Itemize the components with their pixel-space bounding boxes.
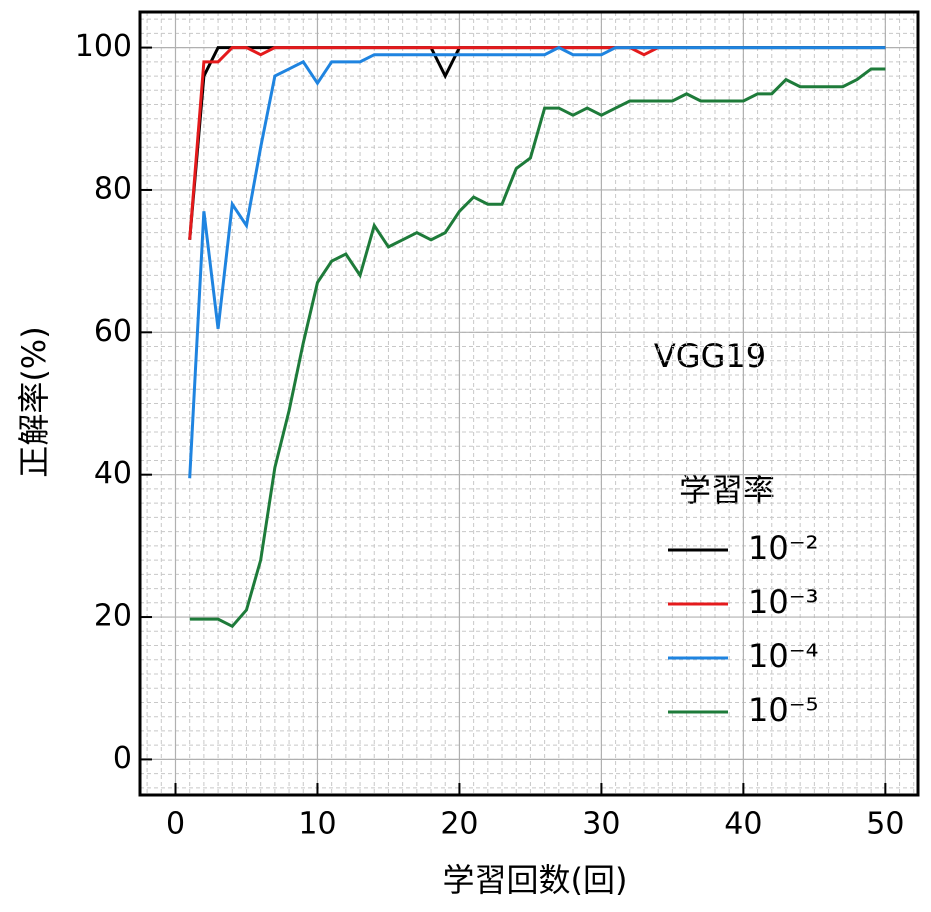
x-tick-label: 10 <box>298 807 336 842</box>
x-tick-label: 0 <box>166 807 185 842</box>
plot-frame <box>138 10 920 797</box>
legend-label: 10⁻³ <box>748 583 818 621</box>
y-tick-label: 80 <box>94 171 132 206</box>
series-line <box>188 45 886 479</box>
x-tick-label: 30 <box>582 807 620 842</box>
x-tick-label: 20 <box>440 807 478 842</box>
x-tick-label: 40 <box>724 807 762 842</box>
y-tick-label: 100 <box>75 29 132 64</box>
series-line <box>189 67 886 629</box>
series-line <box>188 46 659 240</box>
x-tick-label: 50 <box>866 807 904 842</box>
y-tick-label: 0 <box>113 741 132 776</box>
legend-label: 10⁻⁴ <box>748 637 818 675</box>
y-tick-label: 60 <box>94 314 132 349</box>
x-axis-label: 学習回数(回) <box>443 861 628 899</box>
legend-label: 10⁻² <box>748 529 818 567</box>
y-tick-label: 40 <box>94 456 132 491</box>
legend-label: 10⁻⁵ <box>748 691 818 729</box>
y-tick-label: 20 <box>94 599 132 634</box>
annotation: VGG19 <box>654 337 766 375</box>
y-axis-label: 正解率(%) <box>15 326 53 477</box>
